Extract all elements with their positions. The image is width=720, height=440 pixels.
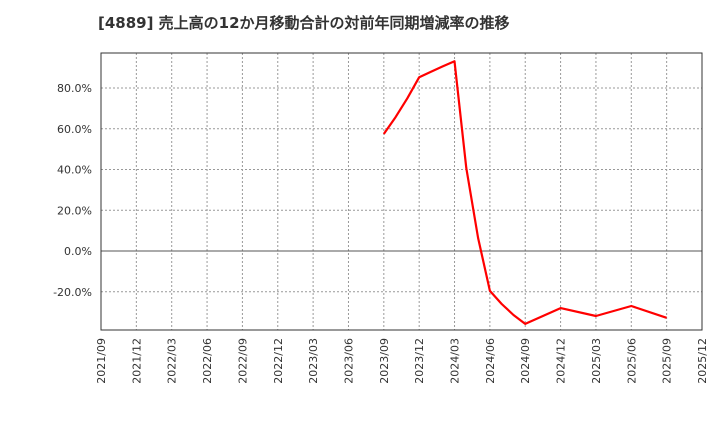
- x-tick-label: 2022/03: [166, 338, 179, 384]
- y-axis-labels: 80.0% 60.0% 40.0% 20.0% 0.0% -20.0%: [53, 82, 92, 299]
- series-line: [382, 60, 667, 325]
- x-tick-label: 2023/09: [378, 338, 391, 384]
- x-tick-label: 2024/06: [484, 338, 497, 384]
- x-tick-label: 2022/06: [201, 338, 214, 384]
- x-tick-label: 2024/12: [555, 338, 568, 384]
- x-tick-label: 2021/12: [130, 338, 143, 384]
- plot-area-frame: [100, 52, 703, 331]
- x-tick-label: 2025/09: [661, 338, 674, 384]
- y-tick-label: 60.0%: [57, 123, 92, 136]
- x-tick-label: 2025/06: [625, 338, 638, 384]
- x-tick-label: 2023/12: [413, 338, 426, 384]
- x-axis-labels: 2021/09 2021/12 2022/03 2022/06 2022/09 2022/…: [95, 338, 709, 384]
- x-tick-label: 2023/06: [342, 338, 355, 384]
- x-tick-label: 2021/09: [95, 338, 108, 384]
- x-tick-label: 2024/09: [519, 338, 532, 384]
- y-tick-label: -20.0%: [53, 286, 92, 299]
- x-tick-label: 2024/03: [449, 338, 462, 384]
- y-tick-label: 20.0%: [57, 204, 92, 217]
- y-tick-label: 0.0%: [64, 245, 92, 258]
- y-tick-label: 80.0%: [57, 82, 92, 95]
- x-tick-label: 2023/03: [307, 338, 320, 384]
- x-tick-label: 2025/03: [590, 338, 603, 384]
- grid-lines: [101, 53, 702, 330]
- x-tick-label: 2022/12: [272, 338, 285, 384]
- x-tick-label: 2025/12: [696, 338, 709, 384]
- x-tick-label: 2022/09: [236, 338, 249, 384]
- chart-title: [4889] 売上高の12か月移動合計の対前年同期増減率の推移: [98, 14, 510, 32]
- y-tick-label: 40.0%: [57, 164, 92, 177]
